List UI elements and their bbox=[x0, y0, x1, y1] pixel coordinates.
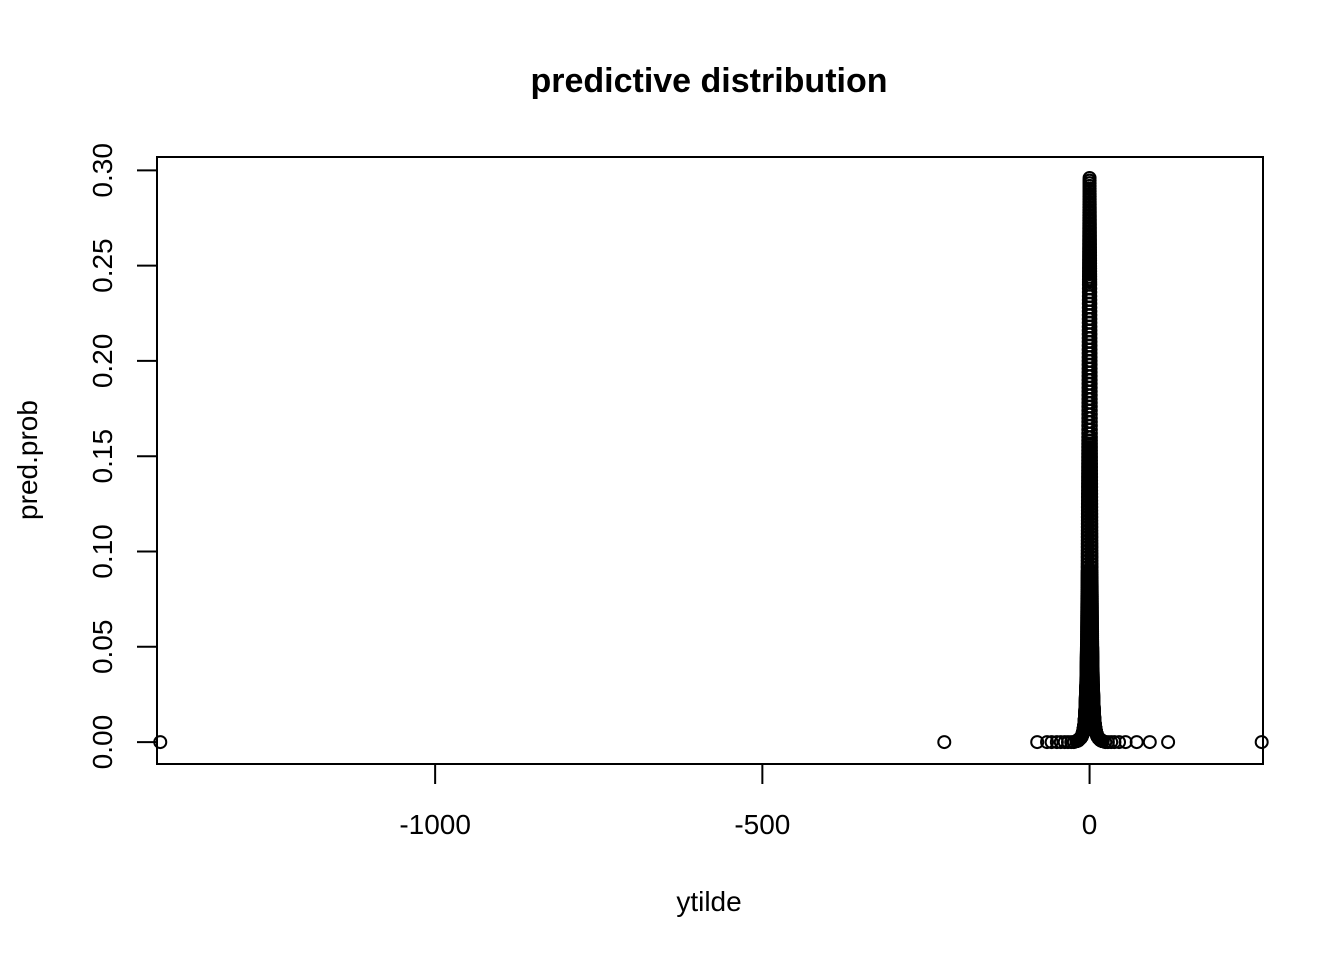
y-axis: 0.00 0.05 0.10 0.15 0.20 0.25 0.30 bbox=[87, 143, 158, 770]
x-tick-label: -500 bbox=[734, 809, 790, 840]
y-tick-label: 0.00 bbox=[87, 715, 118, 770]
x-tick-label: 0 bbox=[1082, 809, 1098, 840]
data-point bbox=[1053, 735, 1068, 750]
x-axis-label: ytilde bbox=[676, 886, 741, 917]
data-point bbox=[1161, 735, 1176, 750]
data-point bbox=[1083, 275, 1098, 290]
data-point bbox=[153, 735, 168, 750]
data-point bbox=[1040, 735, 1055, 750]
y-tick-label: 0.15 bbox=[87, 429, 118, 484]
y-axis-label: pred.prob bbox=[12, 400, 43, 520]
y-tick-label: 0.30 bbox=[87, 143, 118, 198]
data-point bbox=[1083, 418, 1098, 433]
data-point bbox=[1083, 422, 1098, 437]
data-point bbox=[937, 735, 952, 750]
x-axis: -1000 -500 0 bbox=[399, 763, 1098, 840]
data-point bbox=[1129, 735, 1144, 750]
data-point bbox=[1142, 735, 1157, 750]
data-point bbox=[1112, 735, 1127, 750]
y-tick-label: 0.10 bbox=[87, 524, 118, 579]
chart-title: predictive distribution bbox=[530, 62, 887, 100]
data-point bbox=[1044, 735, 1059, 750]
data-point bbox=[1095, 734, 1110, 749]
data-point bbox=[1030, 735, 1045, 750]
data-point bbox=[1083, 426, 1098, 441]
y-tick-label: 0.25 bbox=[87, 238, 118, 293]
y-tick-label: 0.20 bbox=[87, 334, 118, 389]
data-points bbox=[153, 170, 1269, 750]
x-tick-label: -1000 bbox=[399, 809, 471, 840]
data-point bbox=[1254, 735, 1269, 750]
y-tick-label: 0.05 bbox=[87, 620, 118, 675]
